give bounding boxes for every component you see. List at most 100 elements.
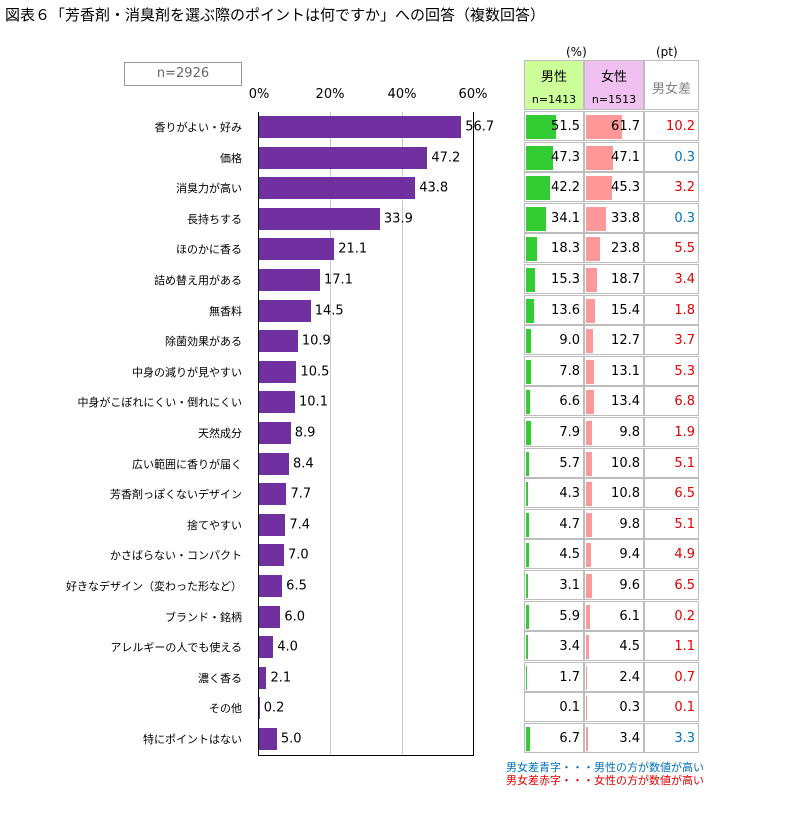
- diff-value: 0.1: [674, 700, 695, 716]
- diff-value: 5.1: [674, 516, 695, 532]
- female-cell: 2.4: [584, 661, 644, 692]
- diff-value: 4.9: [674, 547, 695, 563]
- male-cell: 0.1: [524, 692, 584, 723]
- female-cell: 33.8: [584, 202, 644, 233]
- male-value: 7.9: [559, 425, 580, 440]
- sample-size-box: n=2926: [124, 62, 242, 86]
- female-value: 45.3: [611, 180, 640, 196]
- female-value: 10.8: [611, 455, 640, 471]
- diff-cell: 3.4: [644, 264, 699, 294]
- male-bar: [526, 176, 551, 201]
- female-bar: [586, 329, 594, 354]
- bar: [259, 513, 286, 536]
- bar: [259, 452, 289, 475]
- bar-value-label: 4.0: [277, 639, 298, 655]
- female-cell: 0.3: [584, 692, 644, 723]
- female-value: 4.5: [619, 639, 640, 655]
- category-label: その他: [209, 702, 242, 716]
- category-label: 特にポイントはない: [143, 733, 242, 746]
- male-value: 5.7: [559, 455, 580, 471]
- bar: [259, 605, 281, 628]
- male-bar: [526, 482, 529, 507]
- male-value: 4.7: [559, 516, 580, 532]
- male-cell: 18.3: [524, 233, 584, 264]
- female-cell: 4.5: [584, 631, 644, 662]
- male-value: 5.9: [559, 608, 580, 624]
- diff-cell: 3.7: [644, 325, 699, 356]
- male-value: 4.5: [559, 547, 580, 563]
- male-value: 18.3: [551, 241, 580, 257]
- male-cell: 5.7: [524, 447, 584, 478]
- female-bar: [586, 421, 592, 445]
- female-header-label: 女性: [600, 70, 627, 85]
- female-bar: [586, 268, 597, 292]
- male-cell: 34.1: [524, 202, 584, 233]
- diff-cell: 3.3: [644, 723, 699, 753]
- diff-value: 5.1: [674, 455, 695, 471]
- diff-value: 6.5: [674, 578, 695, 593]
- diff-cell: 5.5: [644, 233, 699, 264]
- male-cell: 5.9: [524, 600, 584, 631]
- bar-value-label: 43.8: [419, 180, 449, 196]
- female-cell: 12.7: [584, 325, 644, 356]
- bar-value-label: 2.1: [270, 670, 292, 686]
- bar: [259, 207, 380, 230]
- male-header-n: n=1413: [531, 93, 577, 106]
- category-label: 香りがよい・好み: [154, 121, 242, 134]
- male-value: 7.8: [559, 363, 580, 379]
- male-bar: [526, 145, 554, 170]
- bar-value-label: 14.5: [314, 303, 344, 319]
- chart-title: 図表６「芳香剤・消臭剤を選ぶ際のポイントは何ですか」への回答（複数回答）: [5, 6, 546, 24]
- diff-cell: 5.1: [644, 508, 699, 539]
- female-bar: [586, 635, 589, 660]
- female-value: 13.4: [611, 394, 640, 410]
- male-bar: [526, 421, 531, 445]
- bar-value-label: 7.4: [289, 517, 311, 533]
- diff-cell: 0.2: [644, 600, 699, 631]
- diff-cell: 0.7: [644, 661, 699, 692]
- diff-value: 0.7: [674, 669, 695, 685]
- male-header-label: 男性: [540, 70, 567, 85]
- category-label: 捨てやすい: [187, 518, 242, 532]
- female-value: 15.4: [611, 302, 640, 318]
- female-value: 10.8: [611, 486, 640, 502]
- bar-value-label: 10.5: [300, 364, 330, 380]
- bar-value-label: 0.2: [263, 700, 285, 716]
- male-bar: [526, 268, 535, 292]
- bar-value-label: 7.0: [287, 547, 309, 563]
- male-cell: 4.5: [524, 539, 584, 570]
- category-label: 天然成分: [198, 427, 242, 440]
- note-blue: 男女差青字・・・男性の方が数値が高い: [506, 761, 704, 774]
- category-label: ブランド・銘柄: [165, 610, 242, 624]
- male-cell: 51.5: [524, 111, 584, 141]
- male-bar: [526, 359, 531, 384]
- bar-value-label: 8.9: [294, 425, 316, 441]
- diff-cell: 10.2: [644, 111, 699, 141]
- male-cell: 13.6: [524, 294, 584, 325]
- male-value: 9.0: [559, 333, 580, 349]
- female-bar: [586, 482, 593, 507]
- pct-unit-label: (%): [566, 45, 587, 59]
- male-value: 3.4: [559, 639, 580, 655]
- female-value: 9.8: [619, 425, 640, 440]
- female-bar: [586, 574, 592, 598]
- male-bar: [526, 574, 528, 598]
- male-bar: [526, 390, 530, 415]
- bar: [259, 360, 297, 383]
- female-bar: [586, 543, 592, 568]
- male-cell: 42.2: [524, 172, 584, 203]
- male-cell: 3.4: [524, 631, 584, 662]
- female-cell: 13.4: [584, 386, 644, 417]
- male-bar: [526, 329, 532, 354]
- bar: [259, 636, 274, 659]
- female-value: 9.6: [619, 578, 640, 593]
- female-value: 3.4: [619, 731, 640, 746]
- diff-value: 5.5: [674, 241, 695, 257]
- bar: [259, 697, 260, 720]
- male-value: 51.5: [551, 119, 580, 134]
- female-bar: [586, 145, 614, 170]
- x-tick-20: 20%: [315, 87, 345, 102]
- x-tick-40: 40%: [387, 87, 417, 102]
- male-bar: [526, 604, 530, 629]
- female-value: 6.1: [619, 608, 640, 624]
